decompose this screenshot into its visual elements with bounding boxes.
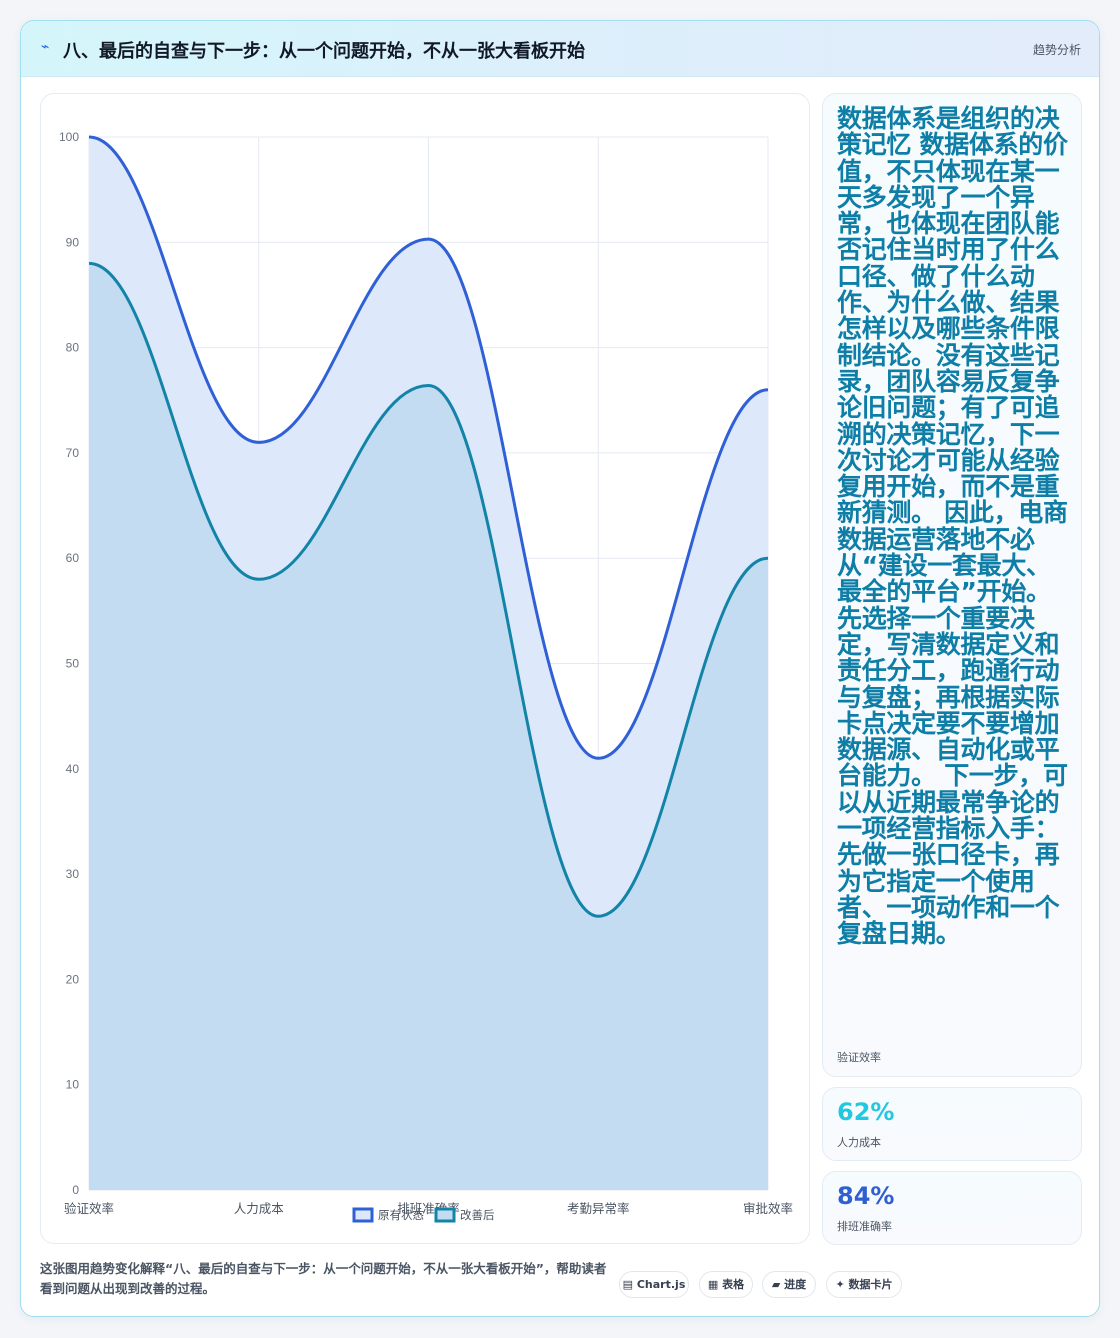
stat-label: 排班准确率	[837, 1220, 892, 1233]
stat-value: 84%	[837, 1182, 895, 1210]
y-tick-label: 40	[66, 762, 80, 776]
tag-data-card[interactable]: ✦ 数据卡片	[826, 1271, 902, 1298]
insight-panel: 数据体系是组织的决策记忆 数据体系的价值，不只体现在某一天多发现了一个异常，也体…	[822, 93, 1082, 1077]
y-tick-label: 0	[72, 1183, 79, 1197]
stat-card-labor-cost: 62% 人力成本	[822, 1087, 1082, 1161]
x-tick-label: 审批效率	[743, 1201, 793, 1216]
series-line	[88, 135, 769, 760]
tag-label: 数据卡片	[848, 1278, 893, 1291]
legend-label: 原有状态	[378, 1208, 424, 1222]
y-tick-label: 80	[66, 341, 80, 355]
stat-value: 62%	[837, 1098, 895, 1126]
stat-label: 人力成本	[837, 1136, 881, 1149]
x-tick-label: 考勤异常率	[567, 1201, 630, 1216]
trend-analysis-label: 趋势分析	[1032, 43, 1081, 57]
tag-table[interactable]: ▦ 表格	[699, 1271, 753, 1298]
legend-swatch	[434, 1207, 456, 1223]
legend-swatch	[352, 1207, 374, 1223]
sparkle-icon: ✦	[835, 1278, 845, 1291]
tag-label: 进度	[784, 1278, 807, 1291]
progress-icon: ▰	[771, 1278, 781, 1291]
y-tick-label: 10	[66, 1078, 80, 1092]
report-card: ⌁ 八、最后的自查与下一步：从一个问题开始，不从一张大看板开始 趋势分析 0 10…	[20, 20, 1100, 1317]
y-tick-label: 50	[66, 657, 80, 671]
insight-label: 验证效率	[837, 1051, 881, 1064]
x-tick-label: 验证效率	[64, 1201, 114, 1216]
series-line	[88, 261, 769, 918]
tag-label: 表格	[722, 1278, 745, 1291]
y-tick-label: 60	[66, 551, 80, 565]
table-icon: ▦	[707, 1278, 719, 1291]
y-tick-label: 90	[66, 235, 80, 249]
lightning-icon: ⌁	[41, 39, 50, 55]
insight-text: 数据体系是组织的决策记忆 数据体系的价值，不只体现在某一天多发现了一个异常，也体…	[837, 104, 1068, 949]
card-header: ⌁ 八、最后的自查与下一步：从一个问题开始，不从一张大看板开始 趋势分析	[21, 21, 1099, 77]
page-title: 八、最后的自查与下一步：从一个问题开始，不从一张大看板开始	[63, 41, 585, 62]
y-tick-label: 30	[66, 867, 80, 881]
x-tick-label: 人力成本	[234, 1201, 285, 1216]
tag-chartjs[interactable]: ▤ Chart.js	[619, 1271, 689, 1298]
y-tick-label: 70	[66, 446, 80, 460]
window-icon: ▤	[622, 1278, 634, 1291]
y-tick-label: 20	[66, 972, 80, 986]
stat-card-scheduling-accuracy: 84% 排班准确率	[822, 1171, 1082, 1245]
legend-label: 改善后	[460, 1208, 495, 1222]
tag-label: Chart.js	[636, 1278, 686, 1291]
tag-progress[interactable]: ▰ 进度	[762, 1271, 816, 1298]
series-area	[89, 263, 768, 1190]
chart-panel: 0 10 20 30 40 50 60 70 80 90 100 验证效率 人力成本 排班准确率 考勤异常率…	[40, 93, 810, 1244]
y-tick-label: 100	[59, 130, 79, 144]
chart-caption: 这张图用趋势变化解释“八、最后的自查与下一步：从一个问题开始，不从一张大看板开始…	[40, 1261, 607, 1296]
